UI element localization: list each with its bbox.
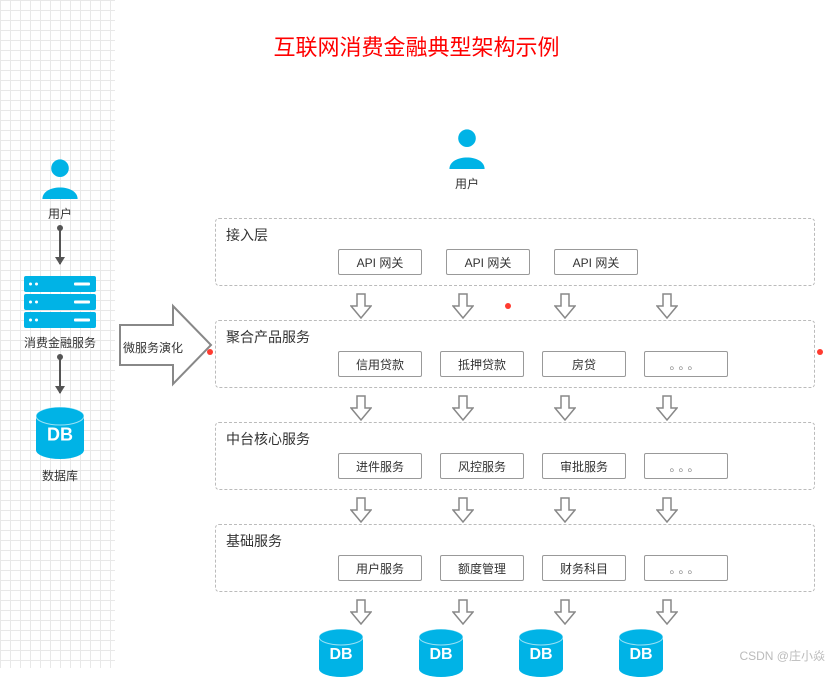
service-box: 进件服务 [338,453,422,479]
left-monolith-column: 用户 消费金融服务 DB 数据库 [20,155,100,484]
transition-label: 微服务演化 [118,339,188,356]
arrow-down-outline-icon [452,599,474,625]
arrow-down-outline-icon [656,293,678,319]
service-box: API 网关 [338,249,422,275]
arrow-down-outline-icon [656,395,678,421]
arrow-row [215,394,815,422]
red-dot-icon [817,349,823,355]
db-label: DB [329,646,352,664]
database-icon: DB [415,628,467,678]
layer-title: 基础服务 [226,531,804,551]
right-user: 用户 [445,125,489,192]
arrow-down-outline-icon [452,497,474,523]
layer-access: 接入层 API 网关 API 网关 API 网关 [215,218,815,286]
arrow-down-icon [59,230,61,264]
user-icon [445,125,489,169]
service-box-more: 。。。 [644,351,728,377]
service-box: API 网关 [554,249,638,275]
db-label: DB [629,646,652,664]
service-box-more: 。。。 [644,555,728,581]
red-dot-icon [505,303,511,309]
arrow-down-outline-icon [554,497,576,523]
arrow-row [215,598,815,626]
user-icon [38,155,82,199]
service-box-more: 。。。 [644,453,728,479]
service-box: 信用贷款 [338,351,422,377]
service-box: 额度管理 [440,555,524,581]
service-box: 财务科目 [542,555,626,581]
arrow-down-outline-icon [350,395,372,421]
db-caption: 数据库 [42,467,78,484]
layer-basic: 基础服务 用户服务 额度管理 财务科目 。。。 [215,524,815,592]
service-label: 消费金融服务 [24,334,96,351]
layer-product: 聚合产品服务 信用贷款 抵押贷款 房贷 。。。 [215,320,815,388]
arrow-down-outline-icon [656,599,678,625]
db-label: DB [47,425,73,446]
arrow-down-outline-icon [350,293,372,319]
service-box: 审批服务 [542,453,626,479]
database-icon: DB [32,405,88,461]
service-box: API 网关 [446,249,530,275]
database-icon: DB [315,628,367,678]
arrow-down-outline-icon [350,497,372,523]
arrow-down-icon [59,359,61,393]
architecture-layers: 接入层 API 网关 API 网关 API 网关 聚合产品服务 信用贷款 抵押贷… [215,218,815,678]
arrow-down-outline-icon [554,395,576,421]
layer-title: 聚合产品服务 [226,327,804,347]
arrow-row [215,292,815,320]
user-label: 用户 [48,205,72,222]
arrow-down-outline-icon [554,599,576,625]
service-box: 抵押贷款 [440,351,524,377]
user-label: 用户 [455,175,479,192]
layer-core: 中台核心服务 进件服务 风控服务 审批服务 。。。 [215,422,815,490]
database-icon: DB [515,628,567,678]
database-row: DB DB DB [215,628,815,678]
db-label: DB [429,646,452,664]
red-dot-icon [207,349,213,355]
layer-title: 接入层 [226,225,804,245]
db-label: DB [529,646,552,664]
arrow-down-outline-icon [554,293,576,319]
server-stack-icon [24,276,96,328]
service-box: 房贷 [542,351,626,377]
database-icon: DB [615,628,667,678]
arrow-down-outline-icon [656,497,678,523]
service-box: 风控服务 [440,453,524,479]
arrow-down-outline-icon [452,395,474,421]
watermark: CSDN @庄小焱 [739,647,825,664]
arrow-row [215,496,815,524]
arrow-down-outline-icon [350,599,372,625]
service-box: 用户服务 [338,555,422,581]
layer-title: 中台核心服务 [226,429,804,449]
diagram-title: 互联网消费金融典型架构示例 [273,30,559,62]
arrow-down-outline-icon [452,293,474,319]
